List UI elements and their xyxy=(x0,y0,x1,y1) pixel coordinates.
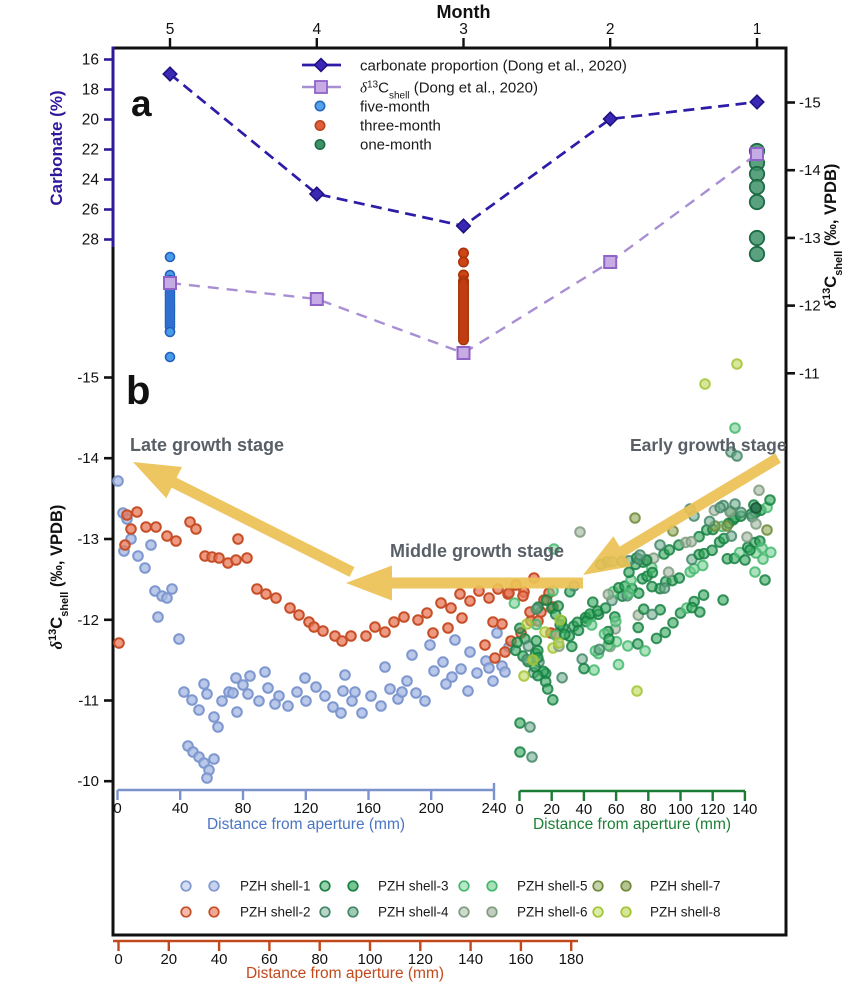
svg-text:Distance from aperture (mm): Distance from aperture (mm) xyxy=(533,816,731,833)
svg-text:-15: -15 xyxy=(77,370,99,387)
svg-text:4: 4 xyxy=(312,21,321,38)
svg-text:PZH shell-4: PZH shell-4 xyxy=(378,905,449,920)
svg-text:100: 100 xyxy=(668,801,693,818)
svg-text:0: 0 xyxy=(114,951,122,968)
svg-text:PZH shell-1: PZH shell-1 xyxy=(240,879,311,894)
svg-text:-14: -14 xyxy=(77,450,99,467)
svg-text:Distance from aperture (mm): Distance from aperture (mm) xyxy=(207,816,405,833)
svg-text:Middle growth stage: Middle growth stage xyxy=(390,541,564,561)
svg-text:18: 18 xyxy=(82,82,99,99)
svg-text:120: 120 xyxy=(293,800,318,817)
svg-text:-13: -13 xyxy=(799,230,821,247)
svg-text:3: 3 xyxy=(459,21,468,38)
svg-text:140: 140 xyxy=(458,951,483,968)
svg-text:-11: -11 xyxy=(78,693,99,710)
svg-text:carbonate proportion (Dong et: carbonate proportion (Dong et al., 2020) xyxy=(360,58,627,75)
svg-text:PZH shell-7: PZH shell-7 xyxy=(650,879,721,894)
svg-text:28: 28 xyxy=(82,232,99,249)
svg-text:40: 40 xyxy=(576,801,593,818)
svg-text:2: 2 xyxy=(606,21,615,38)
svg-text:-11: -11 xyxy=(799,365,820,382)
svg-text:100: 100 xyxy=(357,951,382,968)
svg-text:one-month: one-month xyxy=(360,137,432,154)
svg-text:-14: -14 xyxy=(799,162,821,179)
svg-text:-12: -12 xyxy=(77,612,99,629)
svg-text:60: 60 xyxy=(261,951,278,968)
svg-text:Late growth stage: Late growth stage xyxy=(130,435,284,455)
svg-text:Month: Month xyxy=(437,2,491,22)
svg-text:80: 80 xyxy=(640,801,657,818)
svg-text:PZH shell-6: PZH shell-6 xyxy=(517,905,588,920)
svg-text:40: 40 xyxy=(211,951,228,968)
svg-text:three-month: three-month xyxy=(360,118,441,135)
svg-text:Distance from aperture (mm): Distance from aperture (mm) xyxy=(246,965,444,982)
svg-text:160: 160 xyxy=(508,951,533,968)
svg-text:0: 0 xyxy=(113,800,121,817)
svg-text:20: 20 xyxy=(82,112,100,129)
svg-text:b: b xyxy=(126,369,150,413)
svg-text:20: 20 xyxy=(543,801,560,818)
svg-text:16: 16 xyxy=(82,52,99,69)
svg-text:20: 20 xyxy=(160,951,177,968)
svg-text:200: 200 xyxy=(419,800,444,817)
svg-text:a: a xyxy=(131,83,152,124)
svg-text:-12: -12 xyxy=(799,298,821,315)
svg-text:24: 24 xyxy=(82,172,100,189)
svg-text:PZH shell-8: PZH shell-8 xyxy=(650,905,721,920)
svg-text:-15: -15 xyxy=(799,95,821,112)
svg-text:60: 60 xyxy=(608,801,625,818)
svg-text:PZH shell-5: PZH shell-5 xyxy=(517,879,588,894)
svg-text:5: 5 xyxy=(166,21,175,38)
svg-text:80: 80 xyxy=(311,951,328,968)
svg-text:PZH shell-3: PZH shell-3 xyxy=(378,879,449,894)
svg-text:1: 1 xyxy=(753,21,762,38)
svg-text:-10: -10 xyxy=(77,773,99,790)
svg-text:26: 26 xyxy=(82,202,99,219)
svg-text:-13: -13 xyxy=(77,531,99,548)
svg-text:22: 22 xyxy=(82,142,99,159)
svg-text:180: 180 xyxy=(559,951,584,968)
svg-text:PZH shell-2: PZH shell-2 xyxy=(240,905,311,920)
svg-text:240: 240 xyxy=(481,800,506,817)
svg-text:80: 80 xyxy=(235,800,252,817)
svg-text:120: 120 xyxy=(408,951,433,968)
svg-text:five-month: five-month xyxy=(360,99,430,116)
svg-text:160: 160 xyxy=(356,800,381,817)
svg-text:40: 40 xyxy=(172,800,189,817)
svg-text:0: 0 xyxy=(515,801,523,818)
svg-text:140: 140 xyxy=(732,801,757,818)
svg-text:120: 120 xyxy=(700,801,725,818)
svg-text:Carbonate (%): Carbonate (%) xyxy=(47,90,66,205)
svg-text:Early growth stage: Early growth stage xyxy=(630,435,787,455)
